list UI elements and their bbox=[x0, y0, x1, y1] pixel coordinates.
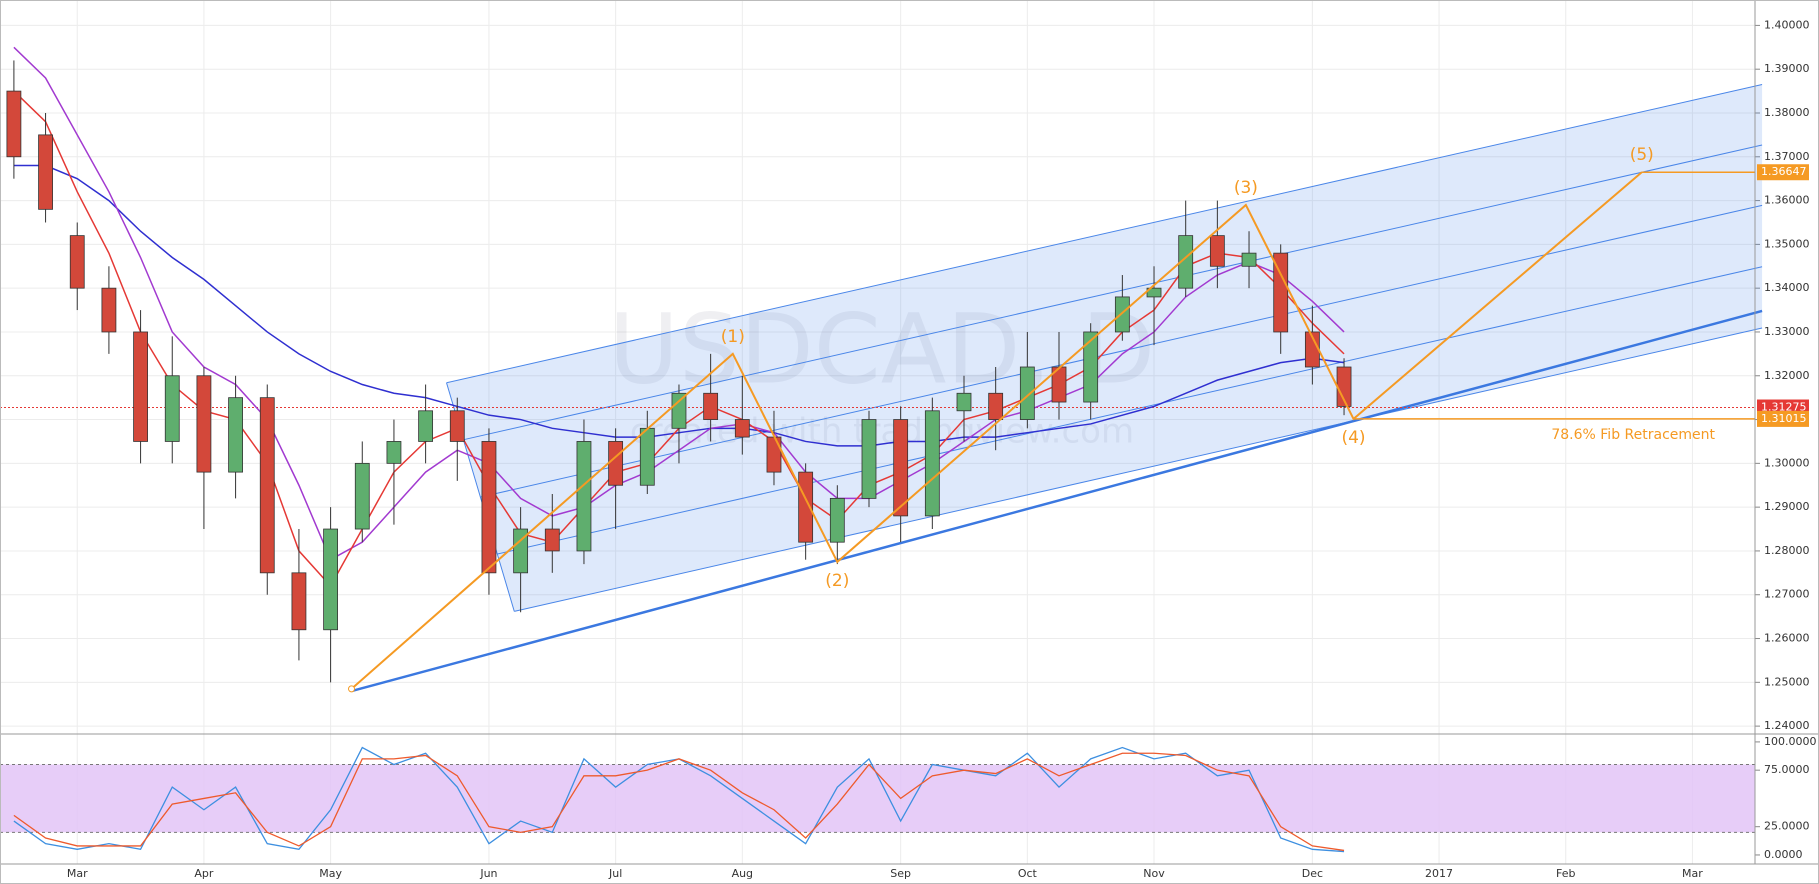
candle-body bbox=[386, 441, 402, 464]
candle-body bbox=[703, 392, 719, 420]
candle-body bbox=[6, 90, 22, 158]
y-tick-label: 1.30000 bbox=[1764, 456, 1810, 469]
y-tick-label: 1.35000 bbox=[1764, 237, 1810, 250]
candle-body bbox=[956, 392, 972, 412]
candle-body bbox=[893, 419, 909, 517]
x-tick-label: Dec bbox=[1302, 867, 1323, 880]
channel-line bbox=[446, 84, 1763, 384]
channel-line bbox=[497, 266, 1763, 555]
wave-label: (5) bbox=[1630, 145, 1654, 165]
x-tick-label: Feb bbox=[1556, 867, 1575, 880]
price-label: 1.31275 bbox=[1761, 401, 1807, 414]
channel-line bbox=[480, 204, 1763, 498]
candle-body bbox=[671, 392, 687, 429]
stoch-tick-label: 0.0000 bbox=[1764, 848, 1803, 861]
candle-body bbox=[196, 375, 212, 473]
x-tick-label: Apr bbox=[194, 867, 214, 880]
wave-label: (1) bbox=[721, 327, 745, 347]
candle-body bbox=[798, 471, 814, 543]
y-tick-label: 1.37000 bbox=[1764, 150, 1810, 163]
wave-label: (4) bbox=[1341, 428, 1365, 448]
candle-body bbox=[164, 375, 180, 442]
candle-body bbox=[291, 572, 307, 631]
candle-body bbox=[1178, 235, 1194, 289]
price-label: 1.36647 bbox=[1761, 165, 1807, 178]
candle-body bbox=[449, 410, 465, 442]
candle-body bbox=[766, 436, 782, 473]
wave-label: (2) bbox=[825, 571, 849, 591]
x-tick-label: Jun bbox=[479, 867, 497, 880]
wave-label: (3) bbox=[1234, 178, 1258, 198]
x-tick-label: Aug bbox=[732, 867, 753, 880]
candle-body bbox=[133, 331, 148, 442]
candle-body bbox=[1209, 235, 1225, 267]
candle-body bbox=[69, 235, 85, 289]
candle-body bbox=[513, 528, 529, 574]
candle-body bbox=[829, 497, 845, 543]
x-tick-label: Jul bbox=[608, 867, 622, 880]
candle-body bbox=[228, 397, 243, 473]
candle-body bbox=[1114, 296, 1130, 333]
stoch-tick-label: 100.0000 bbox=[1764, 735, 1817, 748]
y-tick-label: 1.24000 bbox=[1764, 719, 1810, 732]
candle-body bbox=[861, 419, 877, 499]
candle-body bbox=[418, 410, 434, 442]
x-tick-label: Nov bbox=[1143, 867, 1165, 880]
y-tick-label: 1.39000 bbox=[1764, 62, 1810, 75]
candle-body bbox=[734, 419, 750, 438]
y-tick-label: 1.27000 bbox=[1764, 588, 1810, 601]
stoch-tick-label: 25.0000 bbox=[1764, 820, 1810, 833]
candle-body bbox=[101, 287, 117, 333]
y-tick-label: 1.28000 bbox=[1764, 544, 1810, 557]
y-tick-label: 1.32000 bbox=[1764, 369, 1810, 382]
x-tick-label: Mar bbox=[1682, 867, 1703, 880]
y-tick-label: 1.33000 bbox=[1764, 325, 1810, 338]
x-tick-label: Oct bbox=[1018, 867, 1038, 880]
x-tick-label: Sep bbox=[890, 867, 911, 880]
candle-body bbox=[924, 410, 940, 517]
candle-body bbox=[1273, 252, 1289, 333]
candle-body bbox=[259, 397, 275, 574]
candle-body bbox=[323, 528, 339, 631]
y-tick-label: 1.34000 bbox=[1764, 281, 1810, 294]
price-label-box bbox=[1757, 410, 1809, 427]
y-tick-label: 1.36000 bbox=[1764, 194, 1810, 207]
candle-body bbox=[608, 441, 624, 486]
x-tick-label: 2017 bbox=[1425, 867, 1453, 880]
candle-body bbox=[639, 427, 655, 486]
x-tick-label: May bbox=[319, 867, 342, 880]
channel-line bbox=[514, 327, 1763, 612]
y-tick-label: 1.29000 bbox=[1764, 500, 1810, 513]
y-tick-label: 1.40000 bbox=[1764, 18, 1810, 31]
candle-body bbox=[38, 134, 53, 210]
channel-line bbox=[463, 144, 1763, 441]
candle-body bbox=[1083, 331, 1099, 403]
candle-body bbox=[1019, 366, 1035, 420]
wave-start bbox=[348, 685, 356, 693]
y-tick-label: 1.26000 bbox=[1764, 632, 1810, 645]
stoch-line bbox=[13, 752, 1345, 852]
y-tick-label: 1.38000 bbox=[1764, 106, 1810, 119]
wave-line bbox=[350, 171, 1643, 690]
candle-body bbox=[544, 528, 560, 552]
channel-fill bbox=[446, 84, 1763, 612]
price-label-box bbox=[1757, 164, 1809, 181]
stoch-tick-label: 75.0000 bbox=[1764, 763, 1810, 776]
y-tick-label: 1.25000 bbox=[1764, 675, 1810, 688]
level-text: 78.6% Fib Retracement bbox=[1551, 427, 1715, 443]
trendline bbox=[351, 309, 1763, 693]
candle-body bbox=[576, 441, 592, 552]
candle-body bbox=[988, 392, 1004, 420]
candle-body bbox=[354, 462, 370, 530]
candle-body bbox=[1241, 252, 1257, 267]
candle-body bbox=[481, 441, 497, 574]
x-tick-label: Mar bbox=[67, 867, 88, 880]
price-label: 1.31015 bbox=[1761, 412, 1807, 425]
